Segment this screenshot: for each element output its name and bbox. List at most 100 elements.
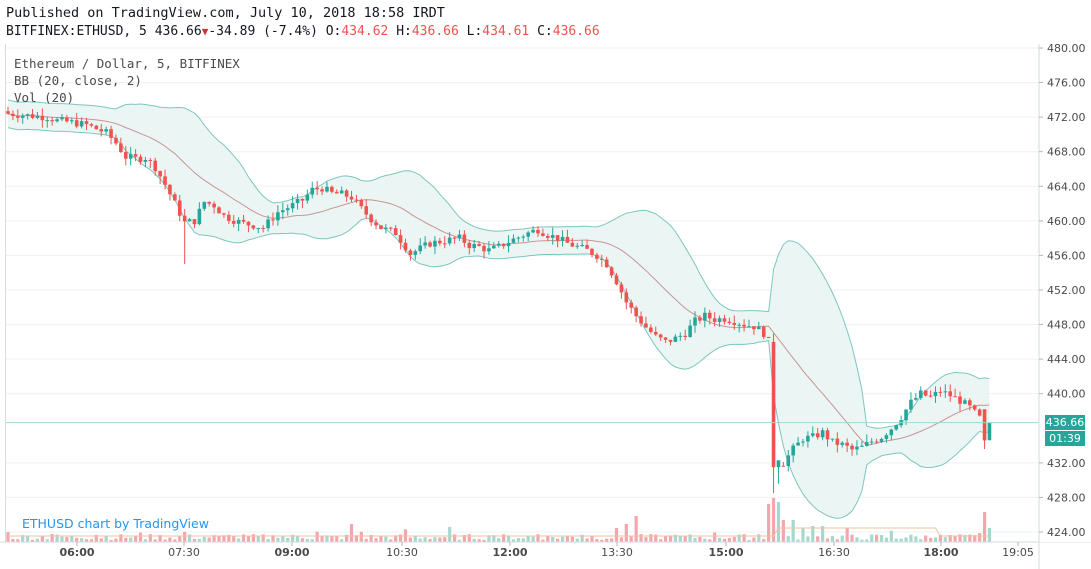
candle-body (575, 245, 580, 247)
candle-body (884, 435, 889, 439)
volume-bar (879, 535, 884, 542)
candle-body (894, 425, 899, 430)
y-tick-label: 444.00 (1047, 353, 1086, 366)
published-note: Published on TradingView.com, July 10, 2… (6, 5, 445, 21)
candle-body (550, 235, 555, 238)
volume-bar (433, 537, 437, 542)
volume-bar (94, 534, 98, 542)
candle-body (236, 219, 241, 224)
candle-body (35, 115, 40, 118)
y-tick-label: 472.00 (1047, 111, 1086, 124)
volume-bar (408, 537, 412, 542)
price-chart[interactable]: 480.00 476.00 472.00 468.00 464.00 460.00 456.… (0, 44, 1091, 569)
candle-body (923, 390, 928, 396)
candle-body (438, 240, 442, 244)
legend-bb: BB (20, close, 2) (14, 73, 142, 88)
volume-bar (688, 534, 692, 542)
volume-bar (580, 534, 584, 542)
volume-bar (590, 536, 594, 542)
watermark-link[interactable]: ETHUSD chart by TradingView (22, 516, 209, 531)
candle-body (182, 215, 187, 222)
volume-bar (119, 534, 123, 542)
volume-bar (747, 539, 751, 542)
volume-bar (614, 528, 619, 542)
candle-body (722, 318, 727, 322)
volume-bar (713, 532, 717, 542)
candle-body (693, 317, 697, 326)
candle-body (11, 113, 15, 117)
candle-body (546, 235, 550, 238)
volume-bar (354, 535, 359, 542)
volume-bar (796, 539, 800, 542)
candle-body (143, 159, 148, 162)
volume-bar (35, 538, 40, 542)
volume-bar (153, 539, 157, 542)
x-tick-label: 09:00 (274, 546, 309, 559)
candle-body (99, 129, 104, 132)
candle-body (786, 455, 791, 467)
volume-bar (398, 534, 403, 542)
candle-body (266, 219, 270, 229)
volume-bar (65, 536, 69, 542)
candle-body (477, 244, 481, 246)
candle-body (271, 219, 275, 221)
candle-body (668, 339, 673, 342)
candle-body (624, 292, 629, 303)
volume-bar (938, 534, 942, 542)
candle-body (830, 438, 835, 440)
volume-bar (605, 538, 609, 542)
volume-bar (742, 534, 746, 542)
candle-body (148, 159, 153, 161)
candle-body (447, 237, 452, 244)
volume-bar (821, 526, 825, 542)
candle-body (752, 326, 756, 330)
candle-body (864, 442, 869, 446)
candle-body (806, 435, 810, 442)
candle-body (50, 120, 54, 122)
legend-symbol: Ethereum / Dollar, 5, BITFINEX (14, 56, 240, 71)
x-tick-label: 12:00 (492, 546, 527, 559)
candle-body (60, 117, 64, 120)
x-tick-label: 15:00 (708, 546, 743, 559)
candle-body (811, 433, 815, 436)
volume-bar (786, 536, 790, 542)
candle-body (359, 199, 364, 207)
volume-bar (345, 534, 349, 542)
volume-bar (457, 539, 462, 542)
volume-bar (884, 537, 889, 542)
volume-bar (835, 539, 839, 542)
volume-bar (767, 504, 771, 542)
volume-bar (987, 528, 992, 542)
candle-body (310, 187, 315, 195)
candle-body (462, 234, 467, 243)
candle-body (580, 245, 584, 247)
candle-body (231, 220, 236, 224)
candle-body (879, 438, 884, 442)
volume-bar (727, 538, 731, 542)
volume-bar (384, 536, 388, 542)
change-percent: (-7.4%) (263, 24, 318, 39)
candle-body (89, 124, 94, 126)
volume-bar (629, 535, 633, 542)
volume-bar (845, 527, 849, 542)
volume-bar (516, 538, 520, 542)
open-label: O: (325, 24, 342, 39)
volume-bar (266, 538, 270, 542)
candle-body (369, 214, 373, 223)
price-tag: 436.66 (1045, 415, 1085, 430)
volume-bar (104, 536, 108, 542)
candle-body (757, 326, 761, 330)
close-value: 436.66 (552, 24, 600, 39)
quote-line: BITFINEX:ETHUSD, 5 436.66▼-34.89 (-7.4%)… (6, 24, 600, 39)
candle-body (442, 243, 447, 245)
open-value: 434.62 (341, 24, 389, 39)
candle-body (423, 242, 427, 246)
volume-bar (595, 539, 599, 542)
volume-bar (909, 534, 913, 542)
candle-body (649, 327, 653, 332)
candle-body (698, 317, 702, 321)
candle-body (506, 242, 511, 247)
volume-bar (757, 534, 761, 542)
volume-bar (379, 535, 383, 542)
volume-bar (168, 537, 172, 542)
